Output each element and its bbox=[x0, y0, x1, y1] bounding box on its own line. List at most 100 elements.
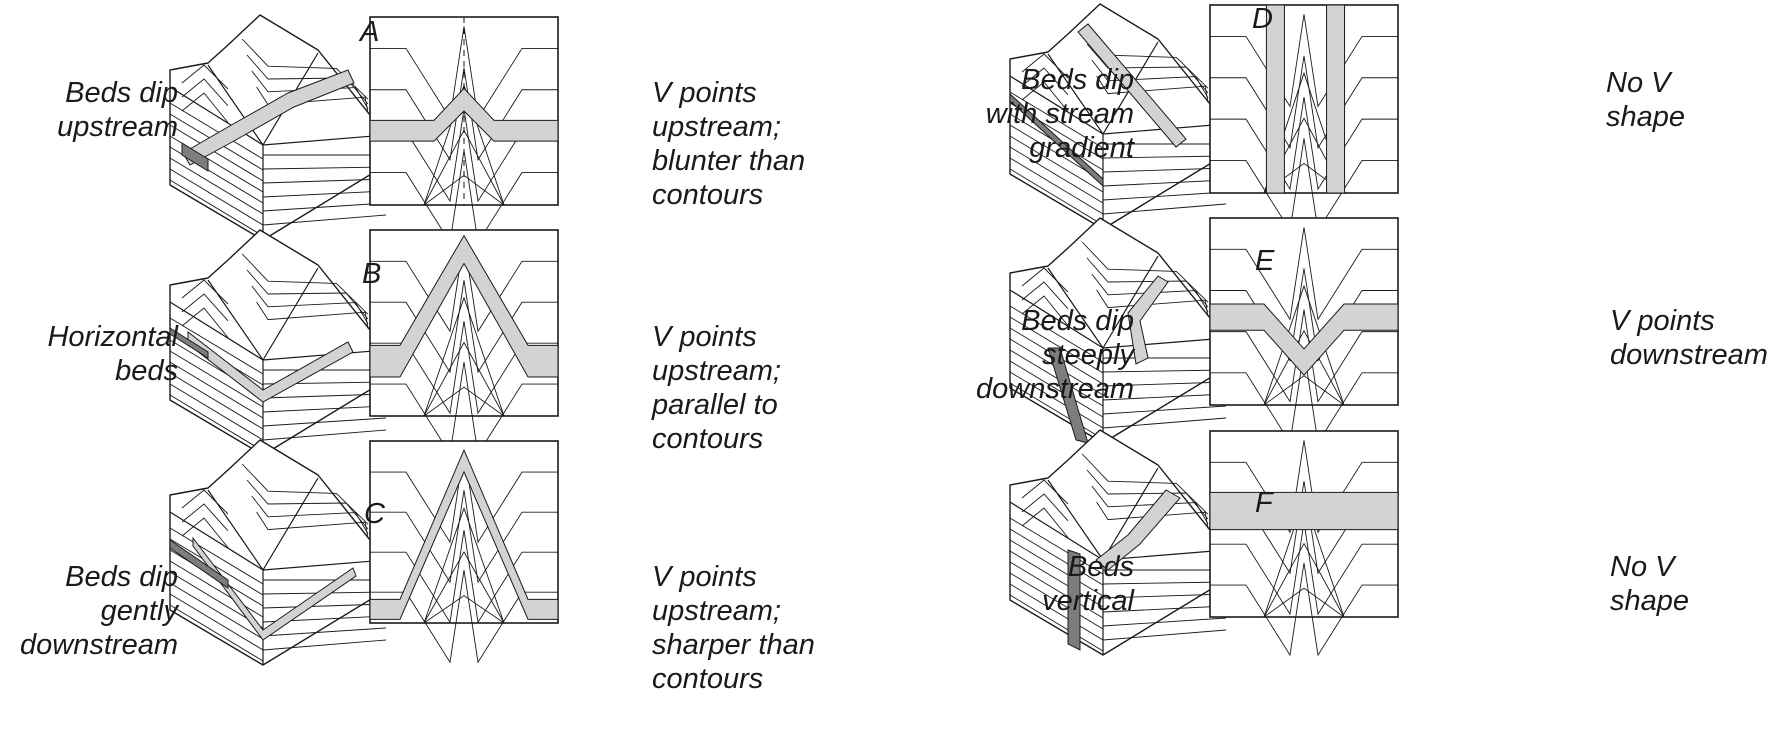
right-face-stratum bbox=[262, 202, 387, 212]
right-face-stratum bbox=[262, 393, 387, 399]
contour-line bbox=[241, 253, 369, 315]
panel-a-letter: A bbox=[360, 16, 380, 48]
right-face-stratum bbox=[1102, 617, 1227, 627]
right-face-stratum bbox=[262, 429, 387, 441]
right-face-stratum bbox=[1102, 191, 1227, 201]
contour-line bbox=[1210, 55, 1398, 150]
right-face-stratum bbox=[262, 166, 387, 170]
contour-line bbox=[423, 296, 505, 417]
panel-e-letter: E bbox=[1255, 245, 1275, 277]
contour-line bbox=[1096, 289, 1209, 317]
block-outline bbox=[169, 14, 387, 241]
right-face-stratum bbox=[1102, 155, 1227, 159]
panel-b-right-label: V points upstream; parallel to contours bbox=[652, 321, 781, 455]
left-face-stratum bbox=[1009, 360, 1104, 418]
contour-line bbox=[1086, 43, 1209, 94]
left-face-stratum bbox=[169, 317, 264, 375]
panel-d-letter: D bbox=[1252, 3, 1273, 35]
left-face-stratum bbox=[1009, 561, 1104, 619]
panel-c-letter: C bbox=[364, 498, 385, 530]
contour-line bbox=[181, 517, 229, 548]
panel-c-block-diagram bbox=[169, 439, 387, 666]
contour-line bbox=[370, 67, 558, 162]
left-face-stratum bbox=[1009, 168, 1104, 226]
panel-a-right-label: V points upstream; blunter than contours bbox=[652, 77, 806, 211]
right-face-stratum bbox=[262, 178, 387, 184]
contour-line bbox=[256, 301, 369, 329]
outcrop-band bbox=[1209, 303, 1399, 376]
right-face-stratum bbox=[1102, 405, 1227, 415]
contour-line bbox=[1210, 309, 1398, 403]
contour-line bbox=[423, 551, 505, 624]
contour-line bbox=[1263, 329, 1345, 406]
panel-b-map-view bbox=[369, 229, 559, 456]
contour-line bbox=[181, 279, 229, 305]
contour-line bbox=[241, 463, 369, 525]
right-face-stratum bbox=[262, 417, 387, 427]
right-face-stratum bbox=[1102, 593, 1227, 599]
bed-cross-section bbox=[1009, 92, 1104, 188]
right-face-stratum bbox=[262, 405, 387, 413]
contour-line bbox=[370, 530, 558, 624]
contour-line bbox=[1021, 53, 1069, 79]
panel-b-block-diagram bbox=[169, 229, 387, 456]
bed-cross-section bbox=[181, 142, 209, 172]
bed-cross-section bbox=[1067, 549, 1081, 651]
left-face-stratum bbox=[1009, 382, 1104, 440]
left-face-stratum bbox=[169, 527, 264, 585]
contour-line bbox=[423, 595, 505, 624]
outcrop-band bbox=[1265, 4, 1285, 194]
left-face-stratum bbox=[169, 124, 264, 182]
bed-band bbox=[1127, 275, 1169, 365]
right-face-stratum bbox=[262, 190, 387, 198]
block-top-edge bbox=[262, 134, 387, 146]
contour-line bbox=[181, 92, 229, 123]
contour-line bbox=[251, 285, 369, 325]
left-face-stratum bbox=[1009, 594, 1104, 652]
contour-line bbox=[181, 489, 229, 515]
left-face-stratum bbox=[169, 179, 264, 237]
contour-line bbox=[1210, 14, 1398, 108]
panel-b-letter: B bbox=[362, 258, 382, 290]
left-face-stratum bbox=[169, 560, 264, 618]
panel-f-right-label: No V shape bbox=[1610, 551, 1690, 617]
left-face-stratum bbox=[1009, 517, 1104, 575]
bed-band bbox=[192, 536, 357, 641]
panel-e-left-label: Beds dip steeply downstream bbox=[976, 305, 1134, 405]
valley-floor bbox=[207, 477, 319, 571]
contour-line bbox=[1091, 59, 1209, 99]
left-face-stratum bbox=[169, 102, 264, 160]
valley-floor bbox=[207, 52, 319, 146]
left-face-stratum bbox=[1009, 146, 1104, 204]
contour-line bbox=[423, 341, 505, 417]
contour-line bbox=[1091, 485, 1209, 525]
contour-line bbox=[1081, 453, 1209, 515]
contour-line bbox=[1021, 67, 1069, 96]
block-outline bbox=[169, 229, 387, 456]
contour-line bbox=[181, 293, 229, 322]
contour-line bbox=[1210, 268, 1398, 362]
contour-line bbox=[1021, 493, 1069, 522]
right-face-stratum bbox=[1102, 605, 1227, 613]
left-face-stratum bbox=[1009, 349, 1104, 407]
contour-line bbox=[1263, 284, 1345, 406]
panel-e-block-diagram bbox=[1009, 217, 1227, 444]
block-outline bbox=[1009, 3, 1227, 230]
left-face-stratum bbox=[169, 394, 264, 452]
left-face-stratum bbox=[169, 372, 264, 430]
panel-d-right-label: No V shape bbox=[1606, 67, 1686, 133]
panel-b-left-label: Horizontal beds bbox=[47, 321, 178, 387]
contour-line bbox=[1086, 469, 1209, 520]
panel-f-left-label: Beds vertical bbox=[1042, 551, 1134, 617]
block-top-edge bbox=[1102, 549, 1227, 561]
contour-line bbox=[1021, 81, 1069, 112]
right-face-stratum bbox=[1102, 393, 1227, 401]
panel-a-left-label: Beds dip upstream bbox=[57, 77, 178, 143]
contour-line bbox=[370, 26, 558, 120]
panel-e-map-view bbox=[1209, 217, 1399, 445]
left-face-stratum bbox=[169, 538, 264, 596]
left-face-stratum bbox=[1009, 316, 1104, 374]
contour-line bbox=[181, 307, 229, 338]
